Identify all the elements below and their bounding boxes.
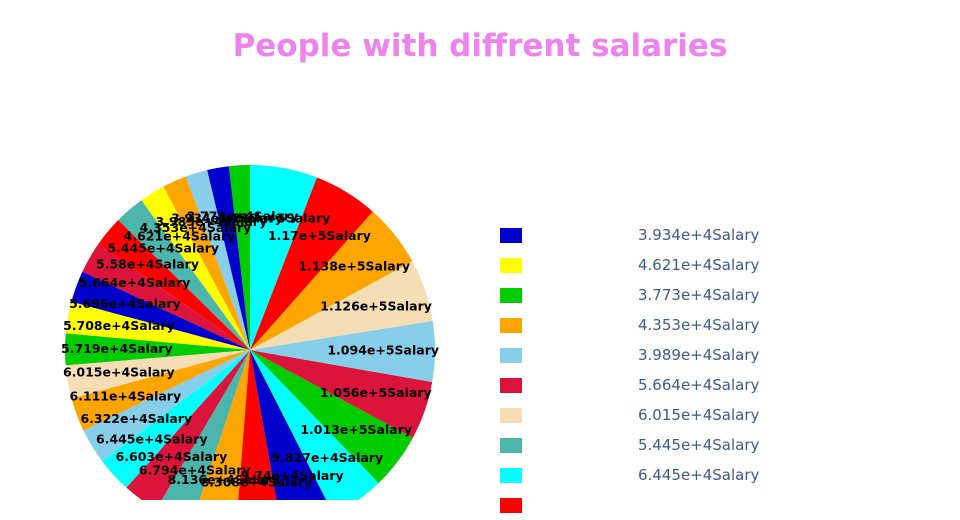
pie-slice [71, 271, 250, 350]
page: { "title": { "text": "People with diffre… [60, 28, 760, 513]
pie-slice [250, 261, 433, 350]
legend-swatch [500, 257, 522, 273]
pie-slice-label: 6.015e+4Salary [63, 365, 175, 380]
pie-slice-label: 1.17e+5Salary [268, 228, 371, 243]
pie-slice [238, 350, 277, 500]
pie-slice-label: 5.664e+4Salary [79, 275, 191, 290]
legend: 3.934e+4Salary 4.621e+4Salary 3.773e+4Sala… [500, 220, 759, 520]
pie-slice [102, 350, 250, 488]
legend-item-label: 4.353e+4Salary [638, 316, 760, 334]
pie-slice [250, 350, 413, 484]
pie-slice [250, 350, 433, 438]
pie-slice [228, 165, 250, 350]
legend-swatch [500, 377, 522, 393]
legend-swatch [500, 407, 522, 423]
pie-slice-label: 5.719e+4Salary [61, 341, 173, 356]
legend-item-label: 5.664e+4Salary [638, 376, 760, 394]
pie-slice-label: 6.603e+4Salary [116, 449, 228, 464]
legend-item-label: 3.773e+4Salary [638, 286, 760, 304]
pie-slice-label: 1.094e+5Salary [327, 343, 439, 358]
pie-slice [71, 350, 250, 431]
pie-chart: 3.773e+4Salary3.934e+4Salary3.989e+4Sala… [61, 165, 439, 500]
pie-slice [118, 200, 251, 350]
pie-slice [250, 320, 435, 383]
legend-swatch [500, 347, 522, 363]
pie-slice-label: 1.056e+5Salary [320, 385, 432, 400]
pie-slice-label: 6.322e+4Salary [80, 411, 192, 426]
legend-item-label: 4.621e+4Salary [638, 256, 760, 274]
pie-slice [83, 350, 250, 461]
pie-slice-label: 1.219e+5Salary [219, 211, 331, 226]
pie-slice-label: 1.126e+5Salary [320, 299, 432, 314]
pie-slice-label: 5.58e+4Salary [96, 256, 199, 271]
pie-slice [161, 350, 250, 500]
pie-slice [250, 211, 413, 350]
pie-slice-label: 5.445e+4Salary [107, 241, 219, 256]
pie-slice [185, 170, 250, 350]
pie-slice-label: 8.308e+4Salary [201, 475, 313, 490]
pie-slice-label: 1.138e+5Salary [298, 259, 410, 274]
pie-slice-label: 5.696e+4Salary [69, 296, 181, 311]
pie-slice [64, 333, 250, 366]
pie-slice [199, 350, 250, 500]
legend-item-label: 6.445e+4Salary [638, 466, 760, 484]
pie-slice [82, 244, 250, 350]
pie-slice [141, 186, 250, 350]
pie-slice [250, 177, 373, 350]
pie-slice-label: 9.827e+4Salary [271, 450, 383, 465]
pie-slice-label: 6.445e+4Salary [96, 431, 208, 446]
pie-slice-label: 8.136e+4Salary [168, 472, 280, 487]
legend-item [500, 490, 759, 520]
legend-item: 4.353e+4Salary [500, 310, 759, 340]
legend-swatch [500, 287, 522, 303]
pie-slice-label: 6.111e+4Salary [69, 388, 181, 403]
legend-swatch [500, 317, 522, 333]
pie-slice [65, 350, 250, 399]
legend-item: 6.445e+4Salary [500, 460, 759, 490]
chart-title: People with diffrent salaries [232, 28, 728, 64]
legend-item-label: 5.445e+4Salary [638, 436, 760, 454]
pie-slice [163, 176, 250, 350]
pie-slice-label: 9.74e+4Salary [241, 468, 344, 483]
pie-slice-label: 5.708e+4Salary [63, 318, 175, 333]
legend-item: 3.989e+4Salary [500, 340, 759, 370]
pie-slice-label: 4.621e+4Salary [124, 229, 236, 244]
pie-slice-label: 3.934e+4Salary [171, 210, 283, 225]
legend-swatch [500, 227, 522, 243]
pie-slice [250, 350, 379, 500]
legend-item: 5.445e+4Salary [500, 430, 759, 460]
pie-slice [207, 166, 250, 350]
legend-item: 4.621e+4Salary [500, 250, 759, 280]
pie-slice-label: 3.989e+4Salary [155, 214, 267, 229]
pie-slice-label: 4.353e+4Salary [140, 220, 252, 235]
legend-swatch [500, 467, 522, 483]
legend-item-label: 3.989e+4Salary [638, 346, 760, 364]
legend-item-label: 6.015e+4Salary [638, 406, 760, 424]
legend-item: 6.015e+4Salary [500, 400, 759, 430]
legend-item: 5.664e+4Salary [500, 370, 759, 400]
pie-slice [65, 301, 250, 350]
legend-item: 3.773e+4Salary [500, 280, 759, 310]
pie-slice-label: 3.773e+4Salary [187, 209, 299, 224]
legend-swatch [500, 437, 522, 453]
legend-item: 3.934e+4Salary [500, 220, 759, 250]
pie-slice [98, 220, 250, 350]
pie-slice-label: 6.794e+4Salary [139, 463, 251, 478]
legend-item-label: 3.934e+4Salary [638, 226, 760, 244]
pie-slice [126, 350, 250, 500]
pie-slice-label: 1.013e+5Salary [300, 422, 412, 437]
pie-slice [250, 165, 317, 350]
